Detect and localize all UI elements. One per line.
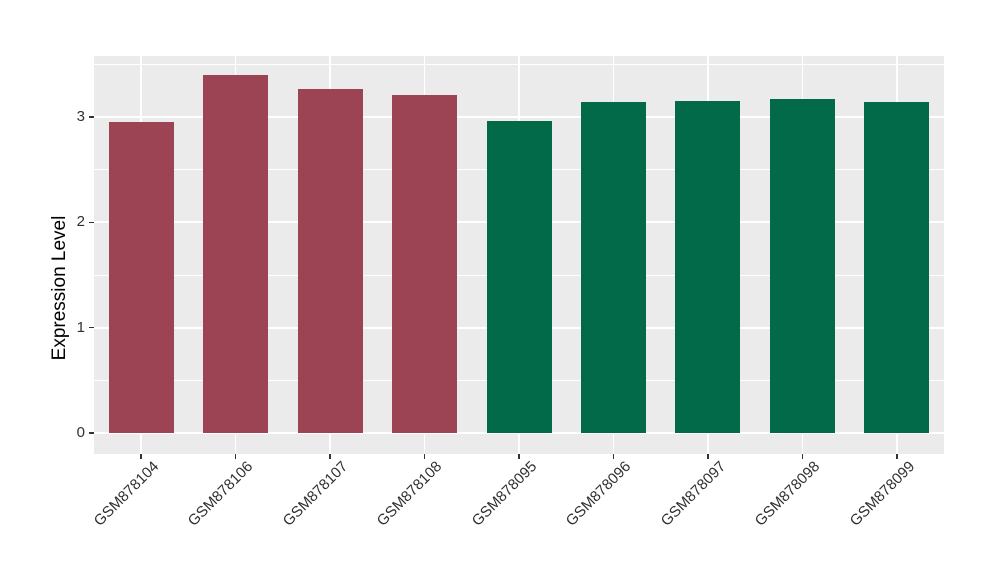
bar — [580, 102, 646, 433]
x-tick-label: GSM878096 — [562, 458, 635, 530]
x-tick-label: GSM878098 — [751, 458, 824, 530]
x-tick-mark — [329, 454, 331, 459]
x-tick-mark — [707, 454, 709, 459]
bar — [486, 121, 552, 433]
y-tick-label: 2 — [76, 213, 85, 231]
x-tick-label: GSM878097 — [657, 458, 729, 530]
bar — [203, 74, 269, 433]
x-tick-label: GSM878095 — [468, 458, 541, 530]
bar — [864, 102, 930, 433]
bar — [392, 94, 458, 433]
x-tick-label: GSM878107 — [279, 458, 352, 530]
y-tick-mark — [89, 432, 94, 434]
x-tick-mark — [234, 454, 237, 459]
bar — [297, 88, 363, 433]
y-tick-label: 1 — [76, 318, 85, 336]
plot-panel — [94, 56, 944, 454]
x-tick-label: GSM878108 — [373, 458, 446, 530]
bar — [108, 122, 174, 433]
y-axis-title: Expression Level — [49, 215, 70, 361]
y-tick-label: 0 — [76, 424, 85, 441]
x-tick-mark — [423, 454, 426, 459]
x-tick-mark — [518, 454, 520, 459]
x-tick-mark — [612, 454, 615, 459]
x-tick-mark — [801, 454, 804, 459]
x-tick-label: GSM878104 — [90, 458, 163, 530]
y-tick-mark — [89, 116, 94, 118]
x-tick-mark — [140, 454, 142, 459]
bar — [675, 101, 741, 433]
bar — [769, 99, 835, 433]
y-tick-label: 3 — [76, 108, 85, 126]
y-tick-mark — [89, 221, 94, 224]
x-tick-label: GSM878099 — [846, 458, 918, 530]
y-tick-mark — [89, 326, 94, 329]
x-tick-label: GSM878106 — [185, 458, 257, 530]
x-tick-mark — [896, 454, 898, 459]
